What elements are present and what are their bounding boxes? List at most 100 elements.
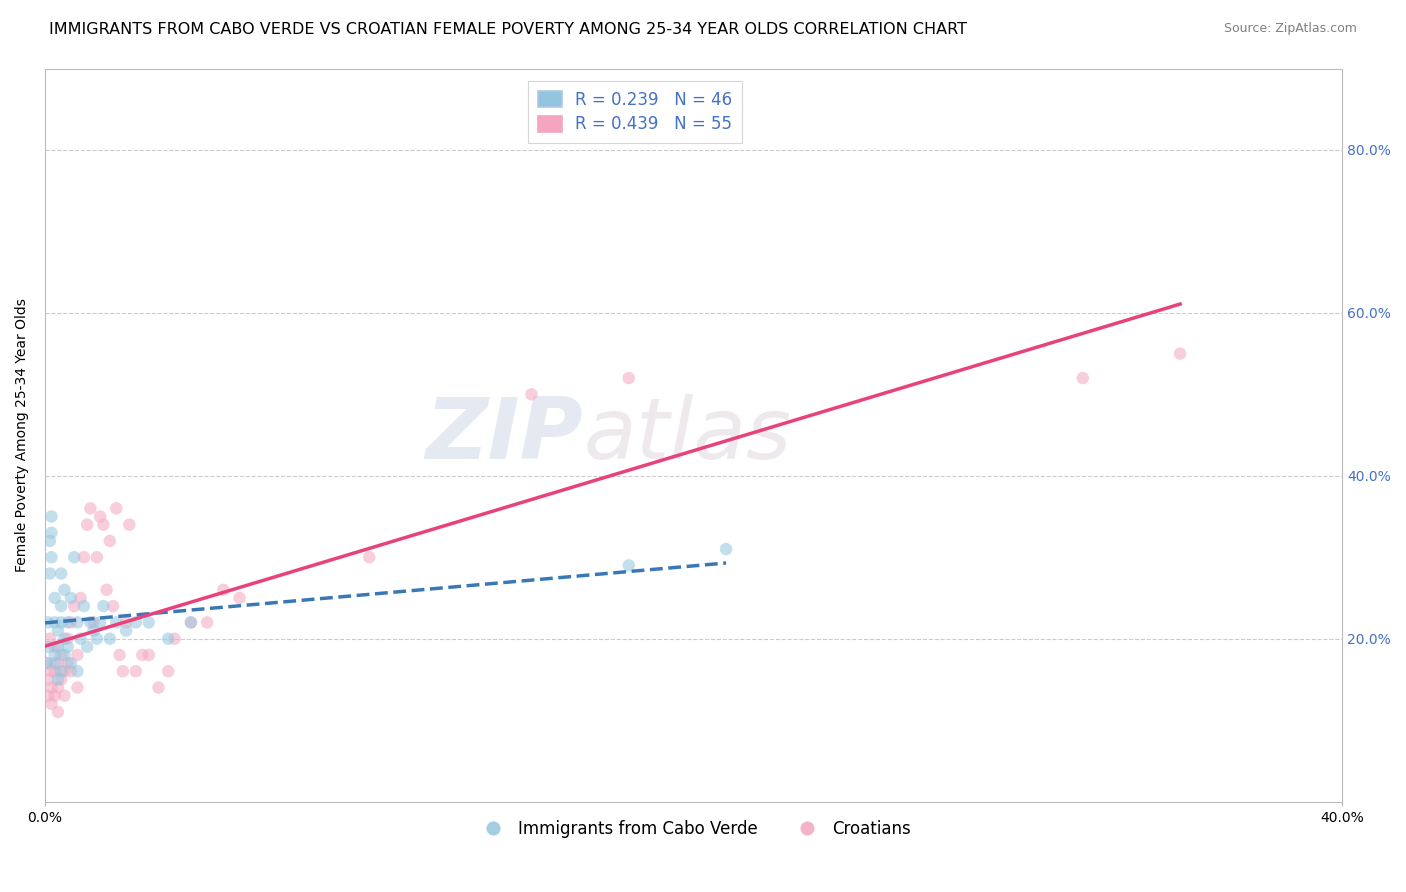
Point — [79, 615, 101, 630]
Point — [51, 566, 73, 581]
Point — [89, 615, 111, 630]
Point — [53, 689, 76, 703]
Point — [44, 640, 66, 654]
Point — [46, 681, 69, 695]
Point — [79, 501, 101, 516]
Point — [51, 673, 73, 687]
Point — [115, 624, 138, 638]
Point — [69, 632, 91, 646]
Point — [138, 615, 160, 630]
Point — [41, 665, 63, 679]
Point — [76, 640, 98, 654]
Point — [125, 615, 148, 630]
Point — [101, 599, 124, 613]
Point — [105, 615, 128, 630]
Point — [69, 591, 91, 605]
Point — [157, 665, 180, 679]
Point — [105, 501, 128, 516]
Point — [44, 615, 66, 630]
Point — [37, 673, 59, 687]
Point — [157, 632, 180, 646]
Point — [86, 632, 108, 646]
Point — [38, 533, 60, 548]
Point — [1071, 371, 1094, 385]
Point — [53, 665, 76, 679]
Point — [131, 648, 153, 662]
Point — [56, 640, 79, 654]
Point — [73, 550, 96, 565]
Point — [359, 550, 381, 565]
Point — [180, 615, 202, 630]
Point — [520, 387, 543, 401]
Point — [44, 689, 66, 703]
Point — [163, 632, 186, 646]
Point — [38, 632, 60, 646]
Point — [228, 591, 250, 605]
Point — [41, 697, 63, 711]
Y-axis label: Female Poverty Among 25-34 Year Olds: Female Poverty Among 25-34 Year Olds — [15, 298, 30, 572]
Point — [59, 591, 82, 605]
Point — [41, 509, 63, 524]
Text: ZIP: ZIP — [426, 393, 583, 476]
Point — [38, 566, 60, 581]
Text: Source: ZipAtlas.com: Source: ZipAtlas.com — [1223, 22, 1357, 36]
Point — [111, 665, 134, 679]
Point — [41, 550, 63, 565]
Point — [63, 599, 86, 613]
Point — [148, 681, 170, 695]
Point — [195, 615, 218, 630]
Text: atlas: atlas — [583, 393, 792, 476]
Point — [51, 648, 73, 662]
Point — [53, 632, 76, 646]
Point — [46, 705, 69, 719]
Point — [1168, 346, 1191, 360]
Point — [56, 615, 79, 630]
Text: IMMIGRANTS FROM CABO VERDE VS CROATIAN FEMALE POVERTY AMONG 25-34 YEAR OLDS CORR: IMMIGRANTS FROM CABO VERDE VS CROATIAN F… — [49, 22, 967, 37]
Point — [46, 673, 69, 687]
Point — [617, 558, 640, 573]
Point — [89, 509, 111, 524]
Point — [76, 517, 98, 532]
Point — [83, 615, 105, 630]
Point — [96, 582, 118, 597]
Point — [44, 665, 66, 679]
Point — [93, 517, 115, 532]
Point — [125, 665, 148, 679]
Point — [66, 648, 89, 662]
Point — [66, 681, 89, 695]
Point — [35, 656, 58, 670]
Point — [46, 640, 69, 654]
Point — [53, 582, 76, 597]
Legend: Immigrants from Cabo Verde, Croatians: Immigrants from Cabo Verde, Croatians — [470, 814, 918, 845]
Point — [93, 599, 115, 613]
Point — [41, 681, 63, 695]
Point — [59, 615, 82, 630]
Point — [51, 599, 73, 613]
Point — [108, 648, 131, 662]
Point — [59, 665, 82, 679]
Point — [212, 582, 235, 597]
Point — [83, 624, 105, 638]
Point — [56, 632, 79, 646]
Point — [73, 599, 96, 613]
Point — [44, 591, 66, 605]
Point — [617, 371, 640, 385]
Point — [37, 689, 59, 703]
Point — [46, 656, 69, 670]
Point — [115, 615, 138, 630]
Point — [44, 648, 66, 662]
Point — [51, 665, 73, 679]
Point — [37, 615, 59, 630]
Point — [86, 550, 108, 565]
Point — [66, 615, 89, 630]
Point — [63, 550, 86, 565]
Point — [51, 615, 73, 630]
Point — [98, 533, 121, 548]
Point — [59, 656, 82, 670]
Point — [44, 656, 66, 670]
Point — [53, 648, 76, 662]
Point — [98, 632, 121, 646]
Point — [138, 648, 160, 662]
Point — [56, 656, 79, 670]
Point — [66, 665, 89, 679]
